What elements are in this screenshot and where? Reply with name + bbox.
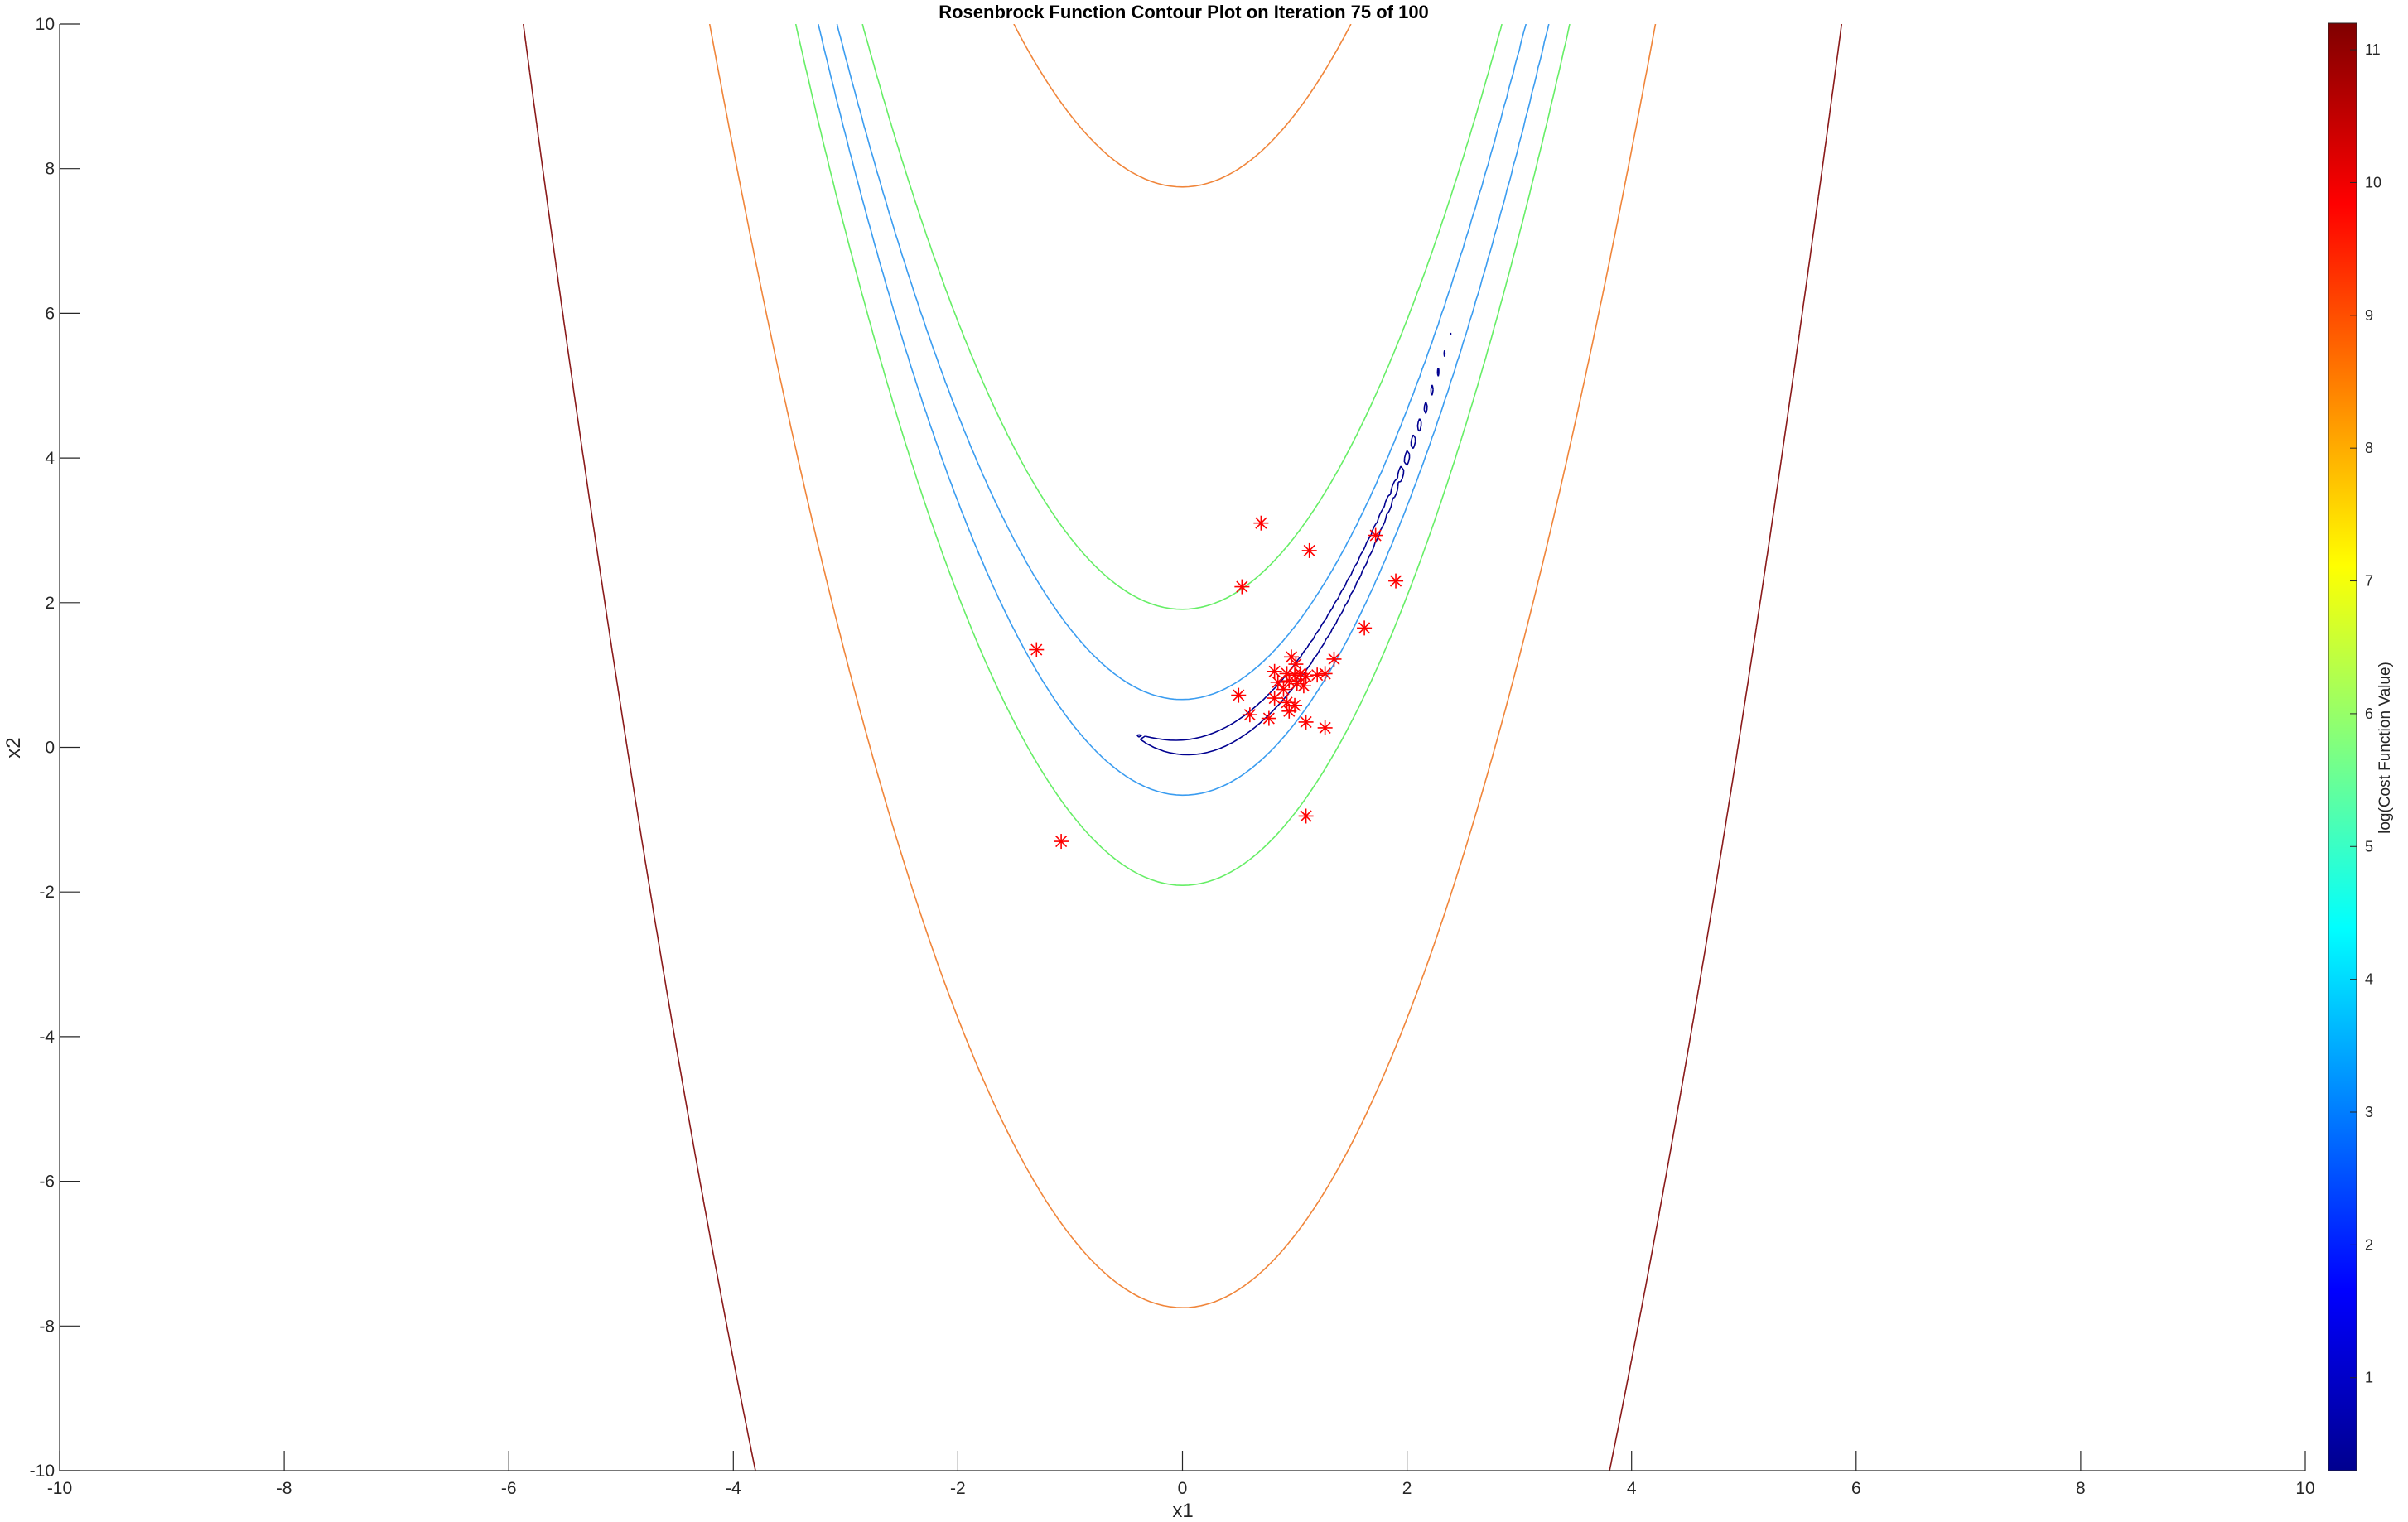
particle-marker	[1357, 620, 1373, 636]
particle-marker	[1281, 703, 1297, 719]
y-tick-label: 8	[45, 160, 55, 179]
y-tick-label: 6	[45, 304, 55, 323]
particle-marker	[1326, 651, 1342, 667]
particle-marker	[1267, 691, 1282, 706]
particle-marker	[1054, 834, 1069, 850]
colorbar-tick-label: 5	[2365, 838, 2373, 855]
colorbar-label: log(Cost Function Value)	[2377, 662, 2394, 834]
particle-marker	[1317, 666, 1333, 682]
particle-marker	[1253, 515, 1269, 531]
x-tick-label: 8	[2076, 1479, 2086, 1498]
particle-marker	[1298, 668, 1314, 684]
contour-level-1	[1136, 332, 1452, 756]
colorbar: 1 2 3 4 5 6 7 8 9 10 11	[2328, 22, 2381, 1471]
y-tick-label: 4	[45, 449, 55, 468]
y-tick-label: -2	[39, 883, 55, 902]
plot-axes: -10 -8 -6 -4 -2 0 2 4 6 8 10 -10 -8 -6 -4 -2 0 2 4 6 8 10	[30, 15, 2315, 1498]
x-tick-label: 2	[1402, 1479, 1412, 1498]
particle-marker	[1368, 527, 1383, 543]
contour-lines	[523, 24, 1843, 1471]
y-tick-label: -10	[30, 1462, 55, 1481]
y-tick-label: 10	[36, 15, 55, 34]
colorbar-tick-label: 3	[2365, 1104, 2373, 1120]
x-tick-label: -4	[726, 1479, 741, 1498]
particle-markers	[1029, 515, 1404, 850]
colorbar-tick-label: 1	[2365, 1370, 2373, 1386]
colorbar-tick-label: 7	[2365, 573, 2373, 590]
chart-title: Rosenbrock Function Contour Plot on Iter…	[939, 2, 1429, 22]
particle-marker	[1298, 714, 1314, 730]
colorbar-tick-label: 11	[2365, 41, 2381, 58]
y-tick-label: 2	[45, 594, 55, 613]
x-tick-label: -6	[501, 1479, 517, 1498]
colorbar-tick-label: 9	[2365, 307, 2373, 324]
particle-marker	[1317, 720, 1333, 735]
particle-marker	[1234, 579, 1250, 595]
colorbar-tick-label: 8	[2365, 440, 2373, 456]
colorbar-tick-label: 2	[2365, 1236, 2373, 1253]
y-tick-label: -4	[39, 1028, 55, 1047]
particle-marker	[1298, 808, 1314, 824]
particle-marker	[1388, 573, 1404, 589]
x-tick-label: -2	[950, 1479, 966, 1498]
x-tick-label: -8	[277, 1479, 292, 1498]
contour-level-3	[794, 24, 1571, 886]
x-axis-label: x1	[1172, 1500, 1193, 1522]
y-tick-label: -8	[39, 1317, 55, 1336]
x-tick-label: 0	[1178, 1479, 1188, 1498]
x-tick-label: -10	[47, 1479, 72, 1498]
x-tick-label: 4	[1627, 1479, 1637, 1498]
contour-level-2	[818, 24, 1550, 797]
contour-level-4	[708, 24, 1657, 1308]
contour-level-5	[523, 24, 1843, 1471]
particle-marker	[1261, 710, 1276, 726]
particle-marker	[1029, 642, 1045, 657]
colorbar-tick-label: 4	[2365, 971, 2373, 988]
x-tick-label: 10	[2295, 1479, 2314, 1498]
colorbar-tick-label: 10	[2365, 174, 2381, 190]
particle-marker	[1231, 687, 1247, 703]
particle-marker	[1301, 542, 1317, 558]
colorbar-tick-label: 6	[2365, 706, 2373, 722]
particle-marker	[1242, 707, 1257, 723]
particle-marker	[1296, 678, 1311, 694]
y-tick-label: -6	[39, 1173, 55, 1192]
y-tick-label: 0	[45, 739, 55, 758]
x-tick-label: 6	[1851, 1479, 1861, 1498]
particle-marker	[1267, 663, 1282, 679]
particle-marker	[1283, 649, 1299, 665]
y-axis-label: x2	[2, 737, 25, 758]
colorbar-gradient	[2328, 22, 2357, 1471]
particle-marker	[1310, 667, 1325, 683]
